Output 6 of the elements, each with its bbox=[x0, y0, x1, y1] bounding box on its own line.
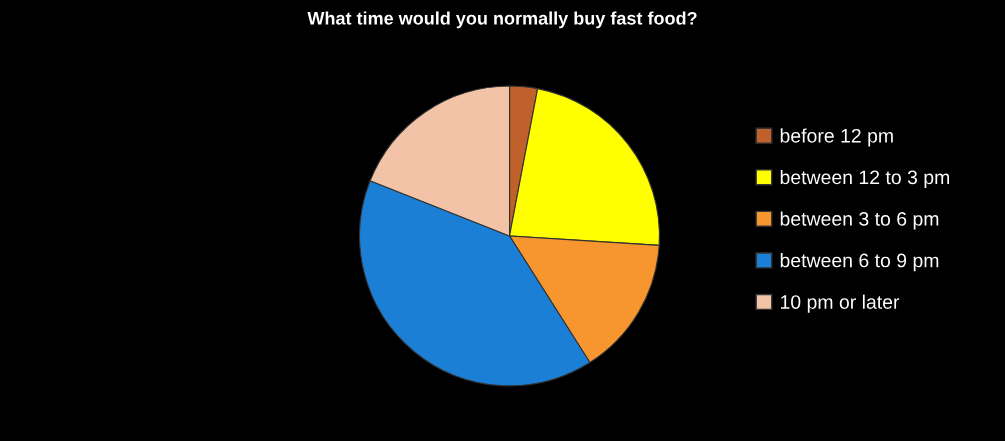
legend-label: between 12 to 3 pm bbox=[780, 169, 950, 189]
legend-label: between 6 to 9 pm bbox=[780, 253, 939, 272]
legend-label: between 3 to 6 pm bbox=[780, 211, 939, 230]
legend-label: before 12 pm bbox=[780, 128, 893, 147]
chart-title: What time would you normally buy fast food? bbox=[307, 11, 697, 29]
legend-label: 10 pm or later bbox=[780, 294, 900, 313]
